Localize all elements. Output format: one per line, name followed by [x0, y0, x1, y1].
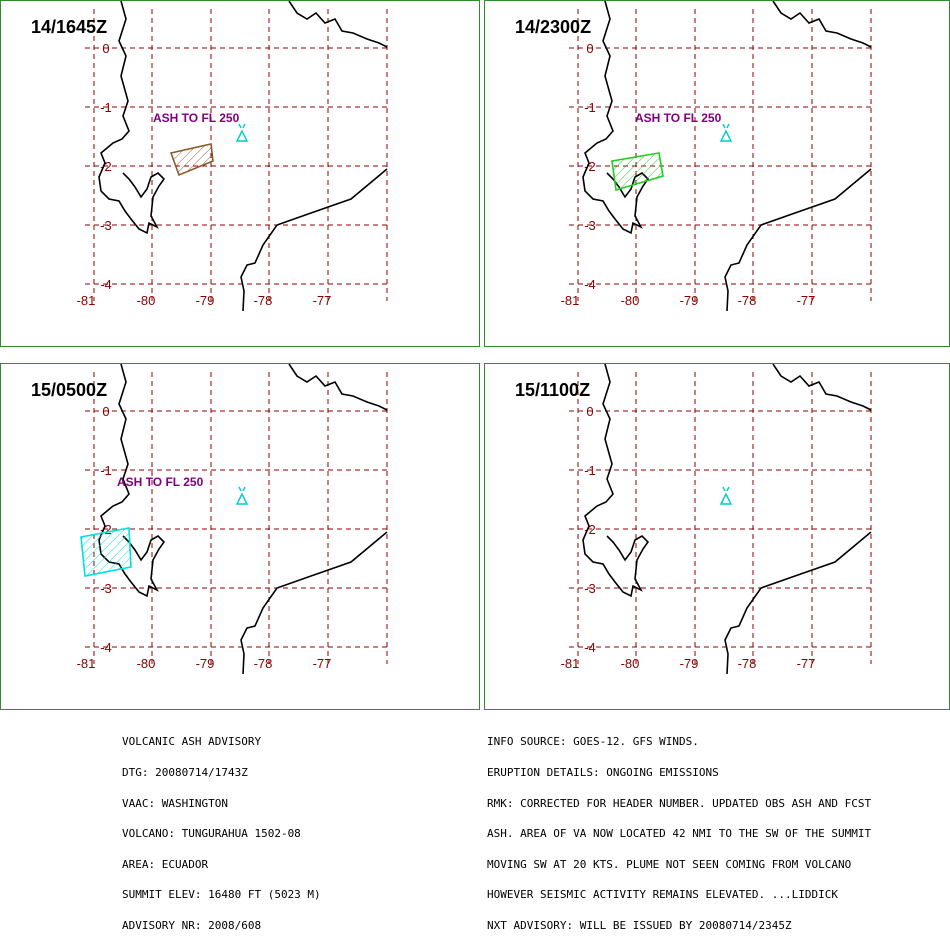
lat-lon-grid: [569, 9, 875, 301]
panel-timestamp: 14/1645Z: [31, 17, 108, 37]
map-panel-2: 0 -1 -2 -3 -4 -81 -80 -79 -78 -77 14/2300Z ASH TO…: [484, 0, 950, 347]
lon-label: -80: [621, 656, 640, 671]
lon-label: -77: [313, 656, 332, 671]
map-panel-1: 0 -1 -2 -3 -4 -81 -80 -79 -78 -77 14/1645Z ASH TO…: [0, 0, 480, 347]
ash-label: ASH TO FL 250: [117, 475, 204, 489]
volcano-icon: [719, 486, 733, 505]
volcano-icon: [235, 123, 249, 142]
lat-label: -2: [100, 522, 112, 537]
lat-label: -1: [584, 100, 596, 115]
lon-label: -77: [797, 656, 816, 671]
lat-label: -2: [100, 159, 112, 174]
lon-label: -81: [561, 656, 580, 671]
lat-label: -2: [584, 159, 596, 174]
lat-label: 0: [586, 41, 593, 56]
lon-label: -78: [738, 293, 757, 308]
lon-label: -81: [77, 293, 96, 308]
advisory-line: HOWEVER SEISMIC ACTIVITY REMAINS ELEVATE…: [487, 888, 838, 902]
panel-timestamp: 14/2300Z: [515, 17, 592, 37]
advisory-text-right: INFO SOURCE: GOES-12. GFS WINDS. ERUPTIO…: [487, 717, 871, 941]
lat-label: -4: [100, 640, 112, 655]
lat-label: 0: [586, 404, 593, 419]
map-canvas: 0 -1 -2 -3 -4 -81 -80 -79 -78 -77: [561, 1, 875, 312]
map-panel-3: 0 -1 -2 -3 -4 -81 -80 -79 -78 -77 15/0500Z ASH TO…: [0, 363, 480, 710]
lat-label: 0: [102, 404, 109, 419]
lon-label: -79: [680, 293, 699, 308]
advisory-line: SUMMIT ELEV: 16480 FT (5023 M): [122, 888, 321, 902]
lon-label: -77: [313, 293, 332, 308]
lat-label: -4: [584, 640, 596, 655]
lon-label: -78: [738, 656, 757, 671]
lon-label: -79: [680, 656, 699, 671]
advisory-line: ADVISORY NR: 2008/608: [122, 919, 262, 933]
advisory-line: INFO SOURCE: GOES-12. GFS WINDS.: [487, 735, 699, 749]
advisory-line: ERUPTION DETAILS: ONGOING EMISSIONS: [487, 766, 719, 780]
ash-cloud-polygon: [611, 152, 664, 192]
ash-cloud-polygon: [80, 527, 132, 577]
advisory-text-left: VOLCANIC ASH ADVISORY DTG: 20080714/1743…: [122, 717, 321, 941]
map-canvas: 0 -1 -2 -3 -4 -81 -80 -79 -78 -77: [561, 364, 875, 675]
lon-label: -79: [196, 656, 215, 671]
advisory-line: ASH. AREA OF VA NOW LOCATED 42 NMI TO TH…: [487, 827, 872, 841]
advisory-line: AREA: ECUADOR: [122, 857, 209, 871]
lon-label: -81: [561, 293, 580, 308]
lon-label: -77: [797, 293, 816, 308]
lat-label: -4: [584, 277, 596, 292]
ash-label: ASH TO FL 250: [635, 111, 722, 125]
lat-label: -2: [584, 522, 596, 537]
lat-label: -3: [584, 581, 596, 596]
map-canvas: 0 -1 -2 -3 -4 -81 -80 -79 -78 -77: [77, 364, 391, 675]
lon-label: -80: [137, 656, 156, 671]
advisory-line: VAAC: WASHINGTON: [122, 796, 228, 810]
ash-cloud-polygon: [169, 143, 214, 177]
lon-label: -80: [621, 293, 640, 308]
lon-label: -81: [77, 656, 96, 671]
advisory-line: VOLCANIC ASH ADVISORY: [122, 735, 262, 749]
lat-lon-grid: [569, 372, 875, 664]
lat-label: -3: [100, 581, 112, 596]
map-panel-4: 0 -1 -2 -3 -4 -81 -80 -79 -78 -77 15/1100Z: [484, 363, 950, 710]
advisory-line: VOLCANO: TUNGURAHUA 1502-08: [122, 827, 301, 841]
lat-label: -1: [584, 463, 596, 478]
panel-timestamp: 15/1100Z: [515, 380, 591, 400]
coastline: [582, 364, 872, 675]
lat-label: -3: [584, 218, 596, 233]
coastline: [98, 1, 388, 312]
lat-lon-grid: [85, 372, 391, 664]
lon-label: -78: [254, 293, 273, 308]
lon-label: -80: [137, 293, 156, 308]
lon-label: -78: [254, 656, 273, 671]
coastline: [98, 364, 388, 675]
advisory-line: MOVING SW AT 20 KTS. PLUME NOT SEEN COMI…: [487, 857, 852, 871]
advisory-line: NXT ADVISORY: WILL BE ISSUED BY 20080714…: [487, 919, 792, 933]
lon-label: -79: [196, 293, 215, 308]
panel-timestamp: 15/0500Z: [31, 380, 108, 400]
advisory-line: DTG: 20080714/1743Z: [122, 766, 248, 780]
ash-label: ASH TO FL 250: [153, 111, 240, 125]
volcano-icon: [719, 123, 733, 142]
lat-label: -1: [100, 100, 112, 115]
lat-lon-grid: [85, 9, 391, 301]
map-canvas: 0 -1 -2 -3 -4 -81 -80 -79 -78 -77: [77, 1, 391, 312]
lat-label: -4: [100, 277, 112, 292]
lat-label: -1: [100, 463, 112, 478]
lat-label: -3: [100, 218, 112, 233]
volcano-icon: [235, 486, 249, 505]
advisory-line: RMK: CORRECTED FOR HEADER NUMBER. UPDATE…: [487, 796, 872, 810]
lat-label: 0: [102, 41, 109, 56]
